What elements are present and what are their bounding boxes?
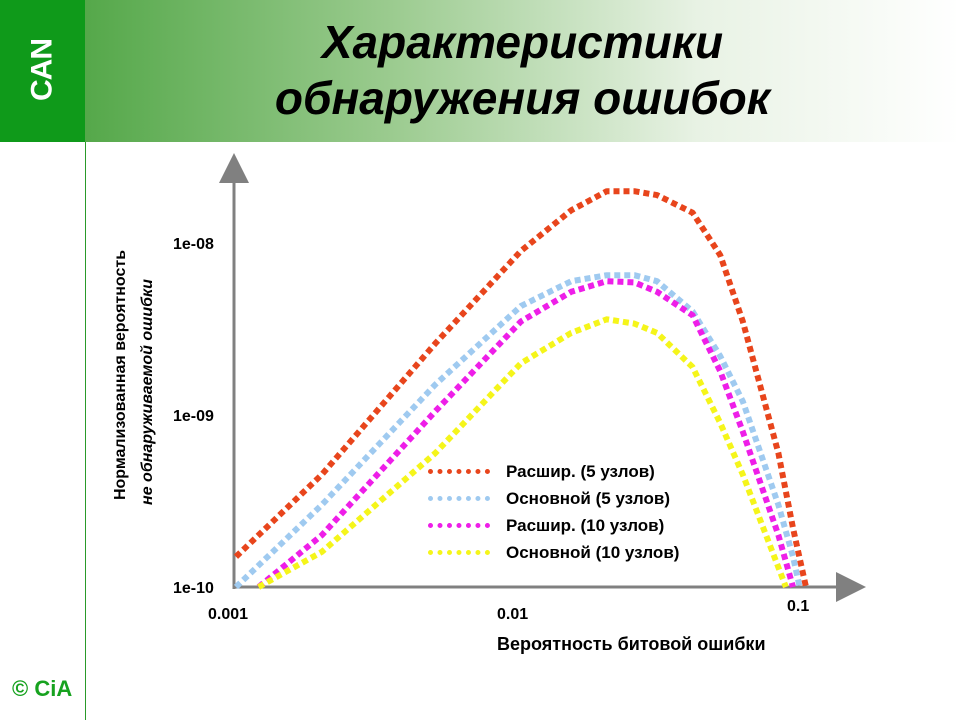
legend-label: Расшир. (10 узлов) <box>506 515 665 535</box>
x-axis-label: Вероятность битовой ошибки <box>497 634 766 654</box>
series-line <box>233 272 803 590</box>
x-tick-label: 0.01 <box>497 606 529 623</box>
y-axis-label-line-1: Нормализованная вероятность <box>112 249 129 501</box>
legend-item: Основной (10 узлов) <box>428 539 679 566</box>
legend-swatch <box>428 496 490 501</box>
y-tick-label: 1e-08 <box>173 236 214 253</box>
y-tick-label: 1e-10 <box>173 580 214 597</box>
slide-title: Характеристики обнаружения ошибок <box>85 14 960 126</box>
sidebar-divider <box>85 142 86 720</box>
legend-label: Основной (10 узлов) <box>506 542 680 562</box>
cia-logo: © CiA <box>12 676 73 701</box>
chart-legend: Расшир. (5 узлов) Основной (5 узлов) Рас… <box>428 458 679 566</box>
legend-swatch <box>428 550 490 555</box>
y-tick-label: 1e-09 <box>173 408 214 425</box>
series-layer <box>233 188 809 590</box>
series-line <box>256 278 796 590</box>
legend-item: Расшир. (10 узлов) <box>428 512 679 539</box>
can-logo: CAN <box>25 39 59 101</box>
y-axis-label-line-2: не обнаруживаемой ошибки <box>139 279 156 505</box>
x-tick-label: 0.1 <box>787 598 810 615</box>
title-line-2: обнаружения ошибок <box>274 72 771 124</box>
legend-label: Основной (5 узлов) <box>506 488 670 508</box>
header-banner <box>85 0 960 142</box>
legend-label: Расшир. (5 узлов) <box>506 461 655 481</box>
title-line-1: Характеристики <box>321 16 724 68</box>
legend-item: Основной (5 узлов) <box>428 485 679 512</box>
series-line <box>257 316 789 590</box>
sidebar-logo-panel: CAN <box>0 0 85 142</box>
legend-swatch <box>428 523 490 528</box>
legend-item: Расшир. (5 узлов) <box>428 458 679 485</box>
series-line <box>233 188 809 588</box>
legend-swatch <box>428 469 490 474</box>
x-tick-label: 0.001 <box>208 606 249 623</box>
sidebar: CAN <box>0 0 85 720</box>
chart-plot <box>219 153 866 602</box>
